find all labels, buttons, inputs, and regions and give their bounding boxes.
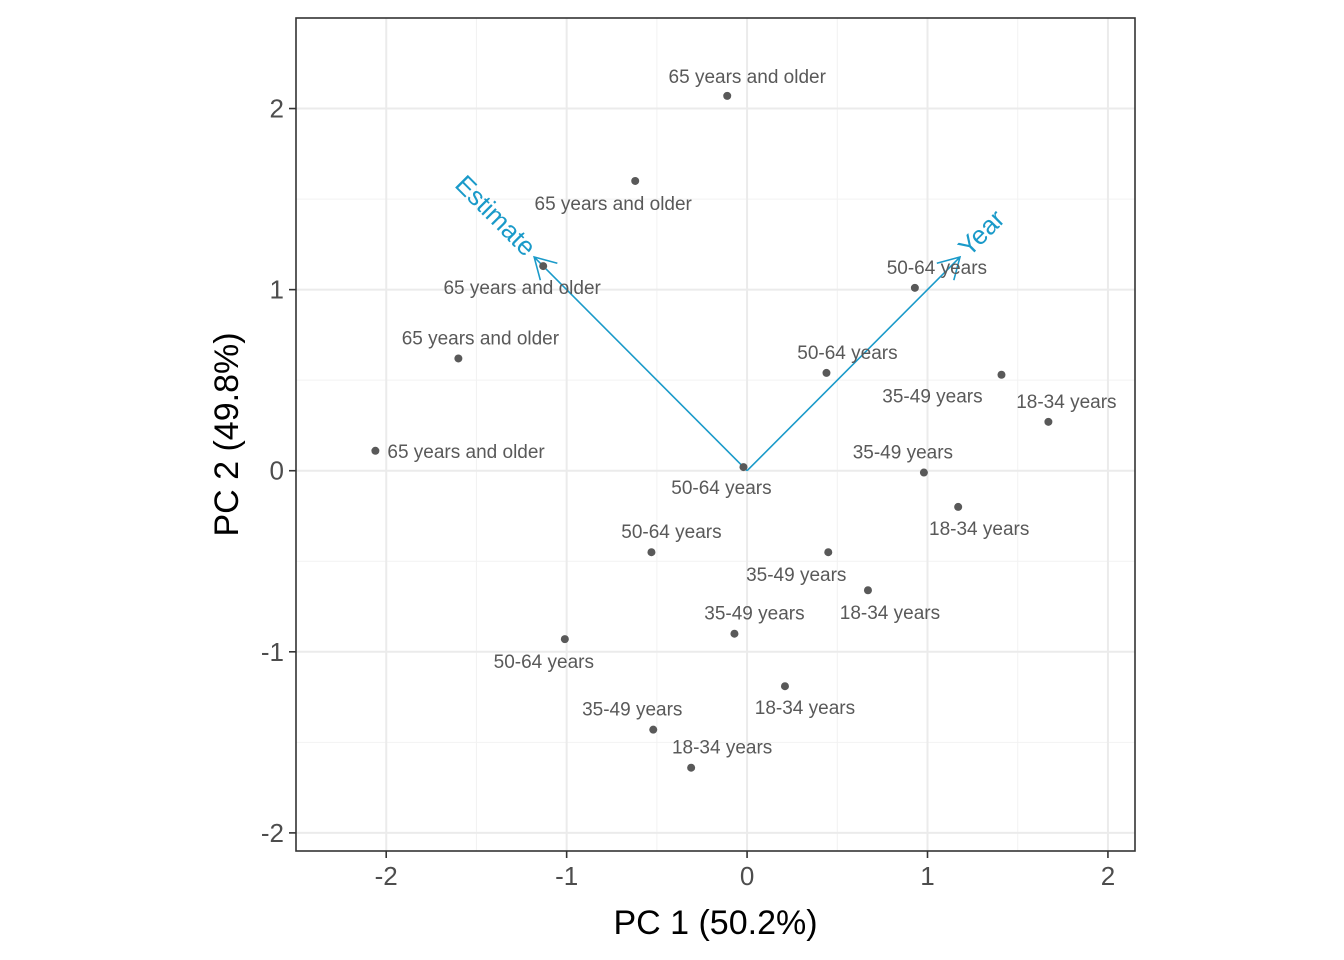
data-point — [723, 91, 732, 100]
vector-arrowhead-year — [936, 255, 962, 281]
point-label: 35-49 years — [582, 700, 682, 721]
y-tick-label: 2 — [270, 94, 284, 124]
x-axis-title: PC 1 (50.2%) — [613, 904, 817, 942]
y-axis-title: PC 2 (49.8%) — [208, 332, 246, 536]
vector-line-year — [746, 256, 961, 472]
point-label: 50-64 years — [671, 478, 771, 499]
plot-panel-background — [296, 18, 1135, 851]
vector-arrowhead-estimate — [533, 255, 558, 281]
point-label: 50-64 years — [797, 343, 897, 364]
point-label: 35-49 years — [882, 387, 982, 408]
minor-grid — [296, 18, 1135, 851]
point-label: 35-49 years — [746, 565, 846, 586]
data-point — [371, 446, 380, 455]
point-label: 50-64 years — [887, 258, 987, 279]
point-label: 65 years and older — [669, 67, 827, 88]
point-label: 65 years and older — [402, 328, 560, 349]
data-point — [631, 176, 640, 185]
data-point — [997, 370, 1006, 379]
x-tick-label: -1 — [555, 861, 578, 891]
data-point — [954, 502, 963, 511]
data-point — [647, 548, 656, 557]
point-label: 35-49 years — [704, 604, 804, 625]
point-label: 65 years and older — [387, 442, 545, 463]
point-label: 50-64 years — [621, 522, 721, 543]
x-tick-label: 0 — [740, 861, 754, 891]
point-label: 18-34 years — [840, 603, 940, 624]
point-label: 18-34 years — [929, 519, 1029, 540]
data-point — [863, 586, 872, 595]
point-label: 50-64 years — [494, 652, 594, 673]
point-label: 18-34 years — [672, 738, 772, 759]
data-point — [822, 368, 831, 377]
major-grid — [296, 18, 1135, 851]
point-label: 35-49 years — [853, 443, 953, 464]
data-point — [730, 629, 739, 638]
data-points — [371, 91, 1053, 772]
data-point — [687, 763, 696, 772]
data-point — [539, 262, 548, 271]
point-labels: 65 years and older 65 years and older 65 y… — [387, 67, 1116, 759]
y-tick-label: 0 — [270, 456, 284, 486]
y-tick-label: -1 — [261, 637, 284, 667]
data-point — [910, 283, 919, 292]
y-tick-label: 1 — [270, 275, 284, 305]
data-point — [454, 354, 463, 363]
point-label: 65 years and older — [443, 278, 601, 299]
axis-ticks: -2 -1 0 1 2 -2 -1 0 1 2 — [261, 94, 1115, 891]
data-point — [1044, 417, 1053, 426]
y-tick-label: -2 — [261, 818, 284, 848]
vector-line-estimate — [533, 256, 748, 472]
data-point — [824, 548, 833, 557]
point-label: 18-34 years — [1016, 392, 1116, 413]
data-point — [919, 468, 928, 477]
x-tick-label: 2 — [1101, 861, 1115, 891]
plot-panel-border — [295, 17, 1136, 852]
data-point — [739, 463, 748, 472]
data-point — [560, 635, 569, 644]
data-point — [780, 682, 789, 691]
point-label: 65 years and older — [535, 194, 693, 215]
point-label: 18-34 years — [755, 698, 855, 719]
data-point — [649, 725, 658, 734]
x-tick-label: -2 — [375, 861, 398, 891]
x-tick-label: 1 — [920, 861, 934, 891]
